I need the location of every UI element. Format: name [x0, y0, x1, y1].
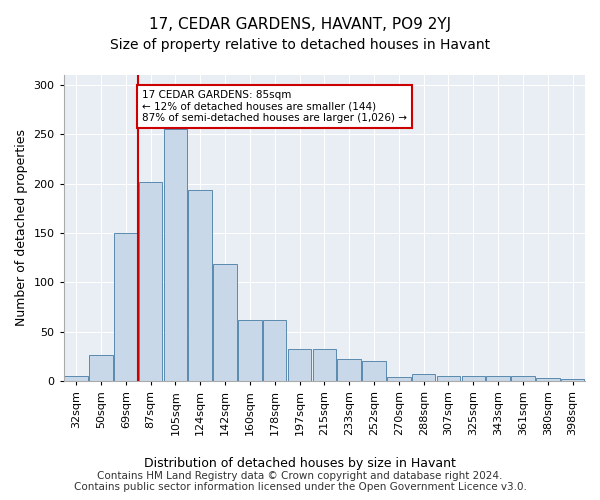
Bar [238, 320, 262, 381]
Bar [511, 376, 535, 381]
Bar [412, 374, 436, 381]
Text: 17, CEDAR GARDENS, HAVANT, PO9 2YJ: 17, CEDAR GARDENS, HAVANT, PO9 2YJ [149, 18, 451, 32]
Y-axis label: Number of detached properties: Number of detached properties [15, 130, 28, 326]
Bar [487, 376, 510, 381]
Bar [387, 377, 410, 381]
Bar [114, 233, 137, 381]
Bar [313, 350, 336, 381]
Bar [89, 355, 113, 381]
Bar [362, 361, 386, 381]
Text: Distribution of detached houses by size in Havant: Distribution of detached houses by size … [144, 458, 456, 470]
Bar [64, 376, 88, 381]
Bar [263, 320, 286, 381]
Text: 17 CEDAR GARDENS: 85sqm
← 12% of detached houses are smaller (144)
87% of semi-d: 17 CEDAR GARDENS: 85sqm ← 12% of detache… [142, 90, 407, 123]
Bar [536, 378, 560, 381]
Text: Contains HM Land Registry data © Crown copyright and database right 2024.
Contai: Contains HM Land Registry data © Crown c… [74, 471, 526, 492]
Bar [139, 182, 163, 381]
Text: Size of property relative to detached houses in Havant: Size of property relative to detached ho… [110, 38, 490, 52]
Bar [561, 379, 584, 381]
Bar [213, 264, 237, 381]
Bar [337, 359, 361, 381]
Bar [164, 130, 187, 381]
Bar [461, 376, 485, 381]
Bar [188, 190, 212, 381]
Bar [288, 350, 311, 381]
Bar [437, 376, 460, 381]
